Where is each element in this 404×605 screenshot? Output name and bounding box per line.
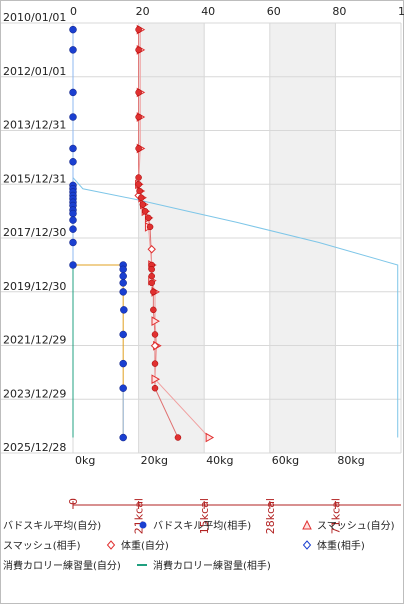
data-point-weight-self (150, 288, 157, 296)
data-point-skill-self (69, 261, 77, 269)
data-point-weight-self (135, 145, 142, 152)
kcal-axis-tick-label: 15kcal (198, 498, 211, 534)
legend-item-label: 消費カロリー練習量(自分) (3, 559, 121, 572)
data-point-skill-self (69, 158, 77, 166)
data-point-skill-opponent (119, 265, 127, 274)
data-point-weight-self (151, 331, 159, 338)
y-tick-label: 2021/12/29 (3, 334, 66, 347)
y-tick-label: 2025/12/28 (3, 441, 66, 454)
data-point-skill-self (69, 216, 77, 224)
y-tick-label: 2010/01/01 (3, 11, 66, 24)
data-point-skill-opponent (120, 306, 128, 314)
legend-marker (302, 540, 312, 550)
data-point-skill-opponent (119, 433, 127, 442)
legend-marker (139, 521, 147, 529)
data-point-skill-self (69, 25, 77, 34)
legend-item-label: 体重(相手) (317, 539, 365, 552)
data-point-skill-opponent (119, 288, 127, 296)
data-point-skill-self (69, 238, 77, 247)
y-tick-label: 2012/01/01 (3, 65, 66, 78)
bottom-axis-tick-label: 80kg (337, 454, 364, 467)
data-point-weight-self (135, 113, 142, 121)
data-point-smash-self (151, 374, 161, 385)
data-point-weight-self (145, 214, 152, 222)
top-axis-tick-label: 10 (398, 5, 404, 18)
data-point-smash-self (205, 432, 215, 443)
data-point-skill-self (69, 113, 77, 121)
data-point-weight-self (151, 360, 159, 367)
kcal-axis-tick-label: 0 (67, 498, 80, 505)
data-point-skill-opponent (119, 272, 127, 280)
data-point-weight-self (135, 26, 142, 33)
y-tick-label: 2013/12/31 (3, 119, 66, 132)
kcal-axis-tick-label: 21kcal (133, 498, 146, 534)
data-point-skill-opponent (119, 279, 127, 287)
legend-marker (302, 519, 312, 530)
data-point-skill-self (69, 46, 77, 54)
y-tick-label: 2019/12/30 (3, 280, 66, 293)
data-point-weight-self (150, 306, 157, 314)
data-point-weight-self (174, 434, 182, 441)
legend-marker (106, 540, 116, 550)
data-point-weight-self (135, 89, 142, 96)
data-point-weight-self (148, 279, 155, 287)
data-point-weight-self (139, 201, 147, 208)
y-tick-label: 2023/12/29 (3, 387, 66, 400)
top-axis-tick-label: 0 (70, 5, 77, 18)
bottom-axis-tick-label: 20kg (141, 454, 168, 467)
bottom-axis-tick-label: 60kg (272, 454, 299, 467)
legend-item-label: スマッシュ(相手) (3, 539, 81, 552)
data-point-weight-self (141, 208, 149, 215)
top-axis-tick-label: 20 (136, 5, 150, 18)
series-line-calorie-self (73, 264, 124, 438)
legend-item-label: バドスキル平均(自分) (3, 519, 101, 532)
kcal-axis-tick-label: 71kcal (329, 498, 342, 534)
top-axis-tick-label: 60 (267, 5, 281, 18)
bottom-axis-tick-label: 0kg (75, 454, 95, 467)
legend-item-label: 消費カロリー練習量(相手) (153, 559, 271, 572)
data-point-weight-self (148, 272, 155, 280)
data-point-weight-self (135, 46, 142, 54)
legend-item-label: バドスキル平均(相手) (153, 519, 251, 532)
data-point-skill-opponent (119, 384, 127, 392)
data-point-skill-self (69, 225, 77, 233)
bottom-axis-tick-label: 40kg (206, 454, 233, 467)
series-line-weight-opponent (72, 29, 399, 438)
data-point-smash-self (151, 316, 161, 326)
data-point-weight-self (151, 384, 159, 392)
data-point-weight-self (135, 174, 142, 181)
data-point-weight-self (146, 223, 154, 231)
data-point-smash-opponent (147, 245, 156, 254)
top-axis-tick-label: 80 (332, 5, 346, 18)
kcal-axis-tick-label: 28kcal (264, 498, 277, 534)
y-tick-label: 2017/12/30 (3, 226, 66, 239)
data-point-skill-opponent (119, 330, 127, 339)
data-point-smash-opponent (150, 341, 160, 350)
data-point-weight-self (135, 181, 142, 188)
top-axis-tick-label: 40 (201, 5, 215, 18)
data-point-weight-self (137, 194, 145, 201)
legend-item-label: スマッシュ(自分) (317, 519, 395, 532)
data-point-skill-self (69, 88, 77, 97)
y-tick-label: 2015/12/31 (3, 172, 66, 185)
legend-item-label: 体重(自分) (121, 539, 169, 552)
data-point-weight-self (148, 266, 155, 273)
data-point-skill-opponent (119, 359, 127, 368)
data-point-skill-self (69, 144, 77, 153)
data-point-weight-self (136, 187, 143, 195)
data-point-skill-self (69, 209, 77, 218)
